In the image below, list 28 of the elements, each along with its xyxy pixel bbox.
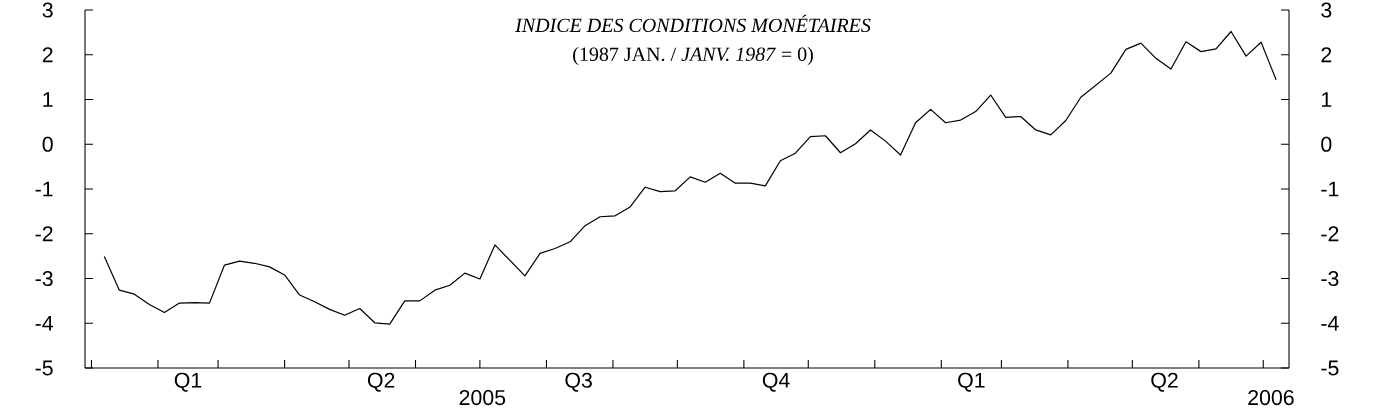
y-tick-label: 1: [43, 92, 53, 107]
y2-tick-label: -2: [1321, 226, 1339, 242]
x-tick-label: Q1: [174, 372, 202, 392]
y-tick-label: -4: [35, 315, 53, 331]
y2-tick-label: -3: [1321, 270, 1339, 287]
x-tick-label: Q4: [762, 372, 790, 392]
y2-tick-label: -1: [1321, 181, 1339, 197]
y-tick-label: 2: [42, 47, 53, 63]
y-tick-label: 0: [42, 136, 53, 152]
y2-tick-label: 1: [1322, 92, 1332, 107]
chart-title: INDICE DES CONDITIONS MONÉTAIRES: [515, 14, 871, 33]
y2-tick-label: 0: [1321, 136, 1332, 152]
y-tick-label: -5: [35, 360, 53, 376]
text: 2005: [459, 390, 506, 406]
y-tick-label: -1: [35, 181, 53, 197]
x-tick-label: Q2: [367, 372, 395, 392]
y-tick-label: -2: [35, 226, 53, 242]
y2-tick-label: 2: [1321, 47, 1332, 63]
y-tick-label: 3: [42, 2, 53, 18]
text: 2006: [1248, 390, 1294, 406]
y2-tick-label: 3: [1321, 2, 1332, 18]
y-tick-label: -3: [35, 270, 53, 287]
y2-tick-label: -4: [1321, 315, 1339, 331]
x-tick-label: Q2: [1151, 372, 1178, 392]
text: (1987 JAN. / JANV. 1987 = 0): [573, 46, 813, 66]
x-tick-label: Q1: [958, 372, 985, 392]
y2-tick-label: -5: [1321, 360, 1339, 376]
x-tick-label: Q3: [565, 372, 592, 392]
